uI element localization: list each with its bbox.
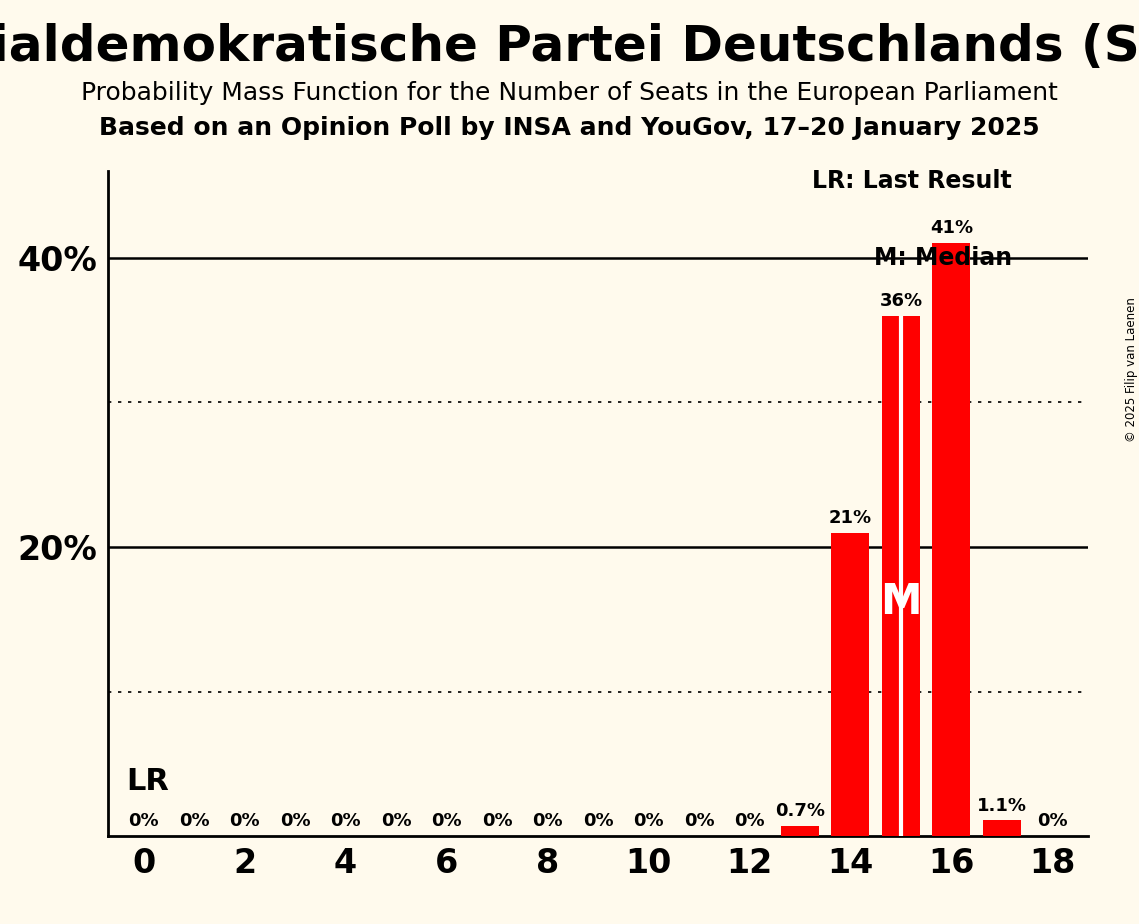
Text: 0%: 0% — [229, 812, 260, 831]
Text: © 2025 Filip van Laenen: © 2025 Filip van Laenen — [1124, 298, 1138, 442]
Text: 0%: 0% — [280, 812, 310, 831]
Text: 0%: 0% — [330, 812, 361, 831]
Text: 0%: 0% — [532, 812, 563, 831]
Text: 0%: 0% — [683, 812, 714, 831]
Text: 36%: 36% — [879, 292, 923, 310]
Text: Sozialdemokratische Partei Deutschlands (S&D): Sozialdemokratische Partei Deutschlands … — [0, 23, 1139, 71]
Text: 0%: 0% — [380, 812, 411, 831]
Text: 0%: 0% — [129, 812, 158, 831]
Text: LR: LR — [126, 767, 169, 796]
Text: 0%: 0% — [1038, 812, 1067, 831]
Text: 0%: 0% — [735, 812, 764, 831]
Text: LR: Last Result: LR: Last Result — [812, 169, 1013, 192]
Bar — [781, 826, 819, 836]
Text: 41%: 41% — [929, 220, 973, 237]
Bar — [933, 243, 970, 836]
Text: 0%: 0% — [482, 812, 513, 831]
Text: 0%: 0% — [432, 812, 461, 831]
Text: 0%: 0% — [583, 812, 613, 831]
Bar — [983, 821, 1021, 836]
Text: 0.7%: 0.7% — [775, 802, 825, 821]
Text: Probability Mass Function for the Number of Seats in the European Parliament: Probability Mass Function for the Number… — [81, 81, 1058, 105]
Text: M: M — [880, 581, 921, 623]
Text: 1.1%: 1.1% — [977, 796, 1027, 815]
Text: M: Median: M: Median — [874, 246, 1013, 270]
Text: 0%: 0% — [633, 812, 664, 831]
Text: 0%: 0% — [179, 812, 210, 831]
Text: Based on an Opinion Poll by INSA and YouGov, 17–20 January 2025: Based on an Opinion Poll by INSA and You… — [99, 116, 1040, 140]
Bar — [831, 532, 869, 836]
Text: 21%: 21% — [829, 509, 872, 527]
Bar — [882, 316, 920, 836]
